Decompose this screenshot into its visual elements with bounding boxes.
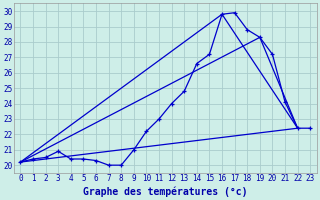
X-axis label: Graphe des températures (°c): Graphe des températures (°c): [83, 186, 248, 197]
